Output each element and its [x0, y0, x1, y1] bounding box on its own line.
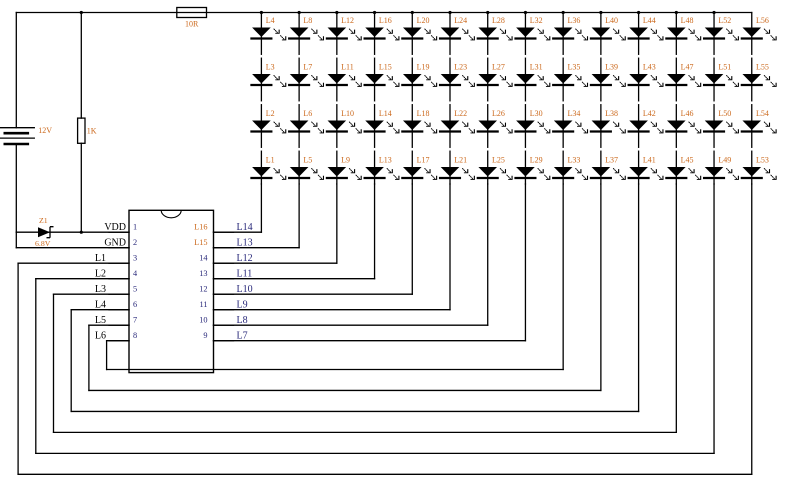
- svg-text:L4: L4: [266, 16, 275, 25]
- svg-text:L12: L12: [341, 16, 354, 25]
- svg-text:L9: L9: [237, 300, 248, 311]
- svg-text:L9: L9: [341, 156, 350, 165]
- svg-text:6: 6: [133, 300, 137, 309]
- svg-text:5: 5: [133, 285, 137, 294]
- svg-text:L44: L44: [643, 16, 656, 25]
- svg-text:L1: L1: [95, 253, 106, 264]
- svg-text:L18: L18: [417, 109, 430, 118]
- svg-text:L2: L2: [266, 109, 275, 118]
- svg-text:L39: L39: [605, 63, 618, 72]
- svg-text:L24: L24: [454, 16, 467, 25]
- svg-text:L14: L14: [237, 222, 253, 233]
- svg-text:L13: L13: [379, 156, 392, 165]
- svg-text:L30: L30: [530, 109, 543, 118]
- svg-text:L55: L55: [756, 63, 769, 72]
- svg-text:1: 1: [133, 223, 137, 232]
- svg-text:L28: L28: [492, 16, 505, 25]
- svg-text:L16: L16: [379, 16, 392, 25]
- svg-text:L38: L38: [605, 109, 618, 118]
- svg-text:L51: L51: [718, 63, 731, 72]
- svg-text:L3: L3: [95, 284, 106, 295]
- svg-text:L54: L54: [756, 109, 769, 118]
- svg-text:L1: L1: [266, 156, 275, 165]
- svg-text:6.8V: 6.8V: [35, 239, 51, 248]
- svg-text:L25: L25: [492, 156, 505, 165]
- svg-text:GND: GND: [104, 238, 126, 249]
- svg-text:L36: L36: [567, 16, 580, 25]
- svg-text:L11: L11: [341, 63, 354, 72]
- svg-text:L8: L8: [237, 315, 248, 326]
- svg-text:L13: L13: [237, 238, 253, 249]
- svg-text:L10: L10: [341, 109, 354, 118]
- svg-text:L31: L31: [530, 63, 543, 72]
- svg-text:L37: L37: [605, 156, 618, 165]
- svg-text:L34: L34: [567, 109, 580, 118]
- svg-text:L15: L15: [194, 238, 207, 247]
- svg-text:L7: L7: [303, 63, 312, 72]
- svg-text:L33: L33: [567, 156, 580, 165]
- svg-text:L45: L45: [681, 156, 694, 165]
- svg-text:L2: L2: [95, 269, 106, 280]
- svg-text:L40: L40: [605, 16, 618, 25]
- svg-text:L3: L3: [266, 63, 275, 72]
- svg-text:L47: L47: [681, 63, 694, 72]
- svg-text:L22: L22: [454, 109, 467, 118]
- svg-text:7: 7: [133, 316, 137, 325]
- svg-text:VDD: VDD: [104, 222, 126, 233]
- svg-text:L15: L15: [379, 63, 392, 72]
- svg-text:14: 14: [199, 254, 208, 263]
- svg-text:11: 11: [200, 300, 208, 309]
- svg-text:L19: L19: [417, 63, 430, 72]
- svg-text:L4: L4: [95, 300, 106, 311]
- svg-text:L27: L27: [492, 63, 505, 72]
- svg-text:L32: L32: [530, 16, 543, 25]
- svg-text:8: 8: [133, 331, 137, 340]
- svg-text:L48: L48: [681, 16, 694, 25]
- svg-text:L10: L10: [237, 284, 253, 295]
- svg-text:L5: L5: [95, 315, 106, 326]
- svg-text:L26: L26: [492, 109, 505, 118]
- svg-text:12V: 12V: [38, 126, 52, 135]
- svg-text:L21: L21: [454, 156, 467, 165]
- svg-text:L53: L53: [756, 156, 769, 165]
- svg-text:L41: L41: [643, 156, 656, 165]
- svg-text:10: 10: [199, 316, 207, 325]
- svg-text:L17: L17: [417, 156, 430, 165]
- svg-text:L52: L52: [718, 16, 731, 25]
- svg-text:12: 12: [199, 285, 207, 294]
- svg-text:10R: 10R: [185, 20, 199, 29]
- svg-text:L8: L8: [303, 16, 312, 25]
- svg-text:3: 3: [133, 254, 137, 263]
- svg-text:L35: L35: [567, 63, 580, 72]
- svg-text:L23: L23: [454, 63, 467, 72]
- svg-text:L16: L16: [194, 223, 207, 232]
- svg-text:2: 2: [133, 238, 137, 247]
- svg-text:L7: L7: [237, 331, 248, 342]
- svg-text:13: 13: [199, 269, 207, 278]
- svg-text:L14: L14: [379, 109, 392, 118]
- svg-text:1K: 1K: [87, 127, 97, 136]
- svg-text:L50: L50: [718, 109, 731, 118]
- svg-text:L46: L46: [681, 109, 694, 118]
- svg-text:Z1: Z1: [39, 216, 48, 225]
- svg-text:L5: L5: [303, 156, 312, 165]
- svg-text:L43: L43: [643, 63, 656, 72]
- svg-text:L20: L20: [417, 16, 430, 25]
- svg-text:L11: L11: [237, 269, 253, 280]
- svg-text:L29: L29: [530, 156, 543, 165]
- svg-text:L56: L56: [756, 16, 769, 25]
- svg-text:L6: L6: [95, 331, 106, 342]
- svg-text:L42: L42: [643, 109, 656, 118]
- svg-text:9: 9: [203, 331, 207, 340]
- svg-text:L6: L6: [303, 109, 312, 118]
- svg-text:L12: L12: [237, 253, 253, 264]
- svg-text:L49: L49: [718, 156, 731, 165]
